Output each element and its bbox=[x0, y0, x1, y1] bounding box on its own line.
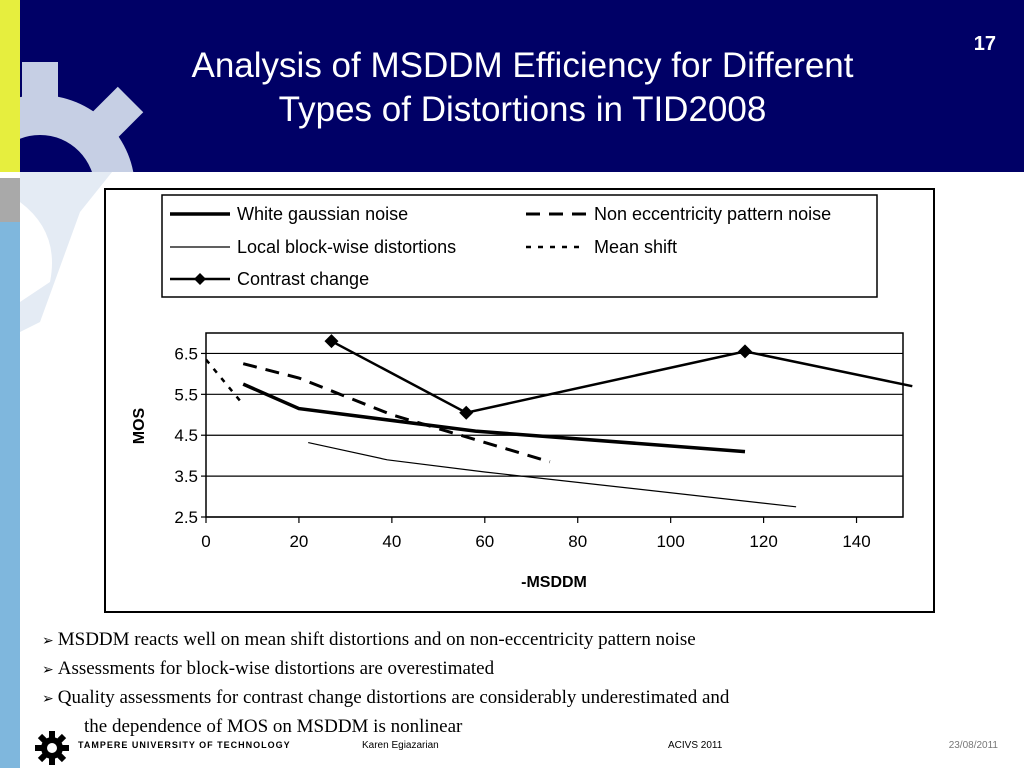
bullet-item: ➢ MSDDM reacts well on mean shift distort… bbox=[42, 626, 942, 655]
y-axis-title: MOS bbox=[131, 407, 148, 444]
footer-author: Karen Egiazarian bbox=[362, 740, 439, 751]
bullet-text: Quality assessments for contrast change … bbox=[57, 687, 730, 708]
bullet-item: ➢ Assessments for block-wise distortions … bbox=[42, 655, 942, 684]
footer-date: 23/08/2011 bbox=[948, 740, 998, 751]
plot-border bbox=[205, 332, 904, 518]
y-tick-label: 6.5 bbox=[174, 344, 198, 363]
legend-label: Local block-wise distortions bbox=[237, 237, 456, 257]
gear-watermark-icon bbox=[20, 62, 144, 172]
slide-title-line-2: Types of Distortions in TID2008 bbox=[278, 90, 767, 129]
accent-stripe-blue bbox=[0, 222, 20, 768]
accent-stripe-yellow bbox=[0, 0, 20, 172]
data-point-marker bbox=[738, 344, 753, 359]
page-number: 17 bbox=[973, 33, 996, 55]
x-tick-label: 100 bbox=[656, 532, 684, 551]
legend: White gaussian noise Non eccentricity pat… bbox=[170, 204, 831, 289]
footer-university: TAMPERE UNIVERSITY OF TECHNOLOGY bbox=[78, 740, 291, 750]
accent-stripe-gray bbox=[0, 178, 20, 222]
series-line bbox=[242, 382, 746, 454]
slide-header: Analysis of MSDDM Efficiency for Differe… bbox=[20, 0, 1024, 172]
legend-label: Non eccentricity pattern noise bbox=[594, 204, 831, 224]
legend-box bbox=[161, 194, 878, 298]
x-tick-label: 60 bbox=[475, 532, 494, 551]
series-line bbox=[330, 340, 913, 415]
footer-conference: ACIVS 2011 bbox=[668, 740, 723, 751]
x-tick-label: 120 bbox=[749, 532, 777, 551]
y-tick-label: 2.5 bbox=[174, 508, 198, 527]
series-line bbox=[242, 362, 551, 464]
legend-label: Contrast change bbox=[237, 269, 369, 289]
slide-title: Analysis of MSDDM Efficiency for Differe… bbox=[170, 44, 875, 132]
x-tick-label: 40 bbox=[382, 532, 401, 551]
x-tick-label: 0 bbox=[201, 532, 210, 551]
legend-label: Mean shift bbox=[594, 237, 677, 257]
series-line bbox=[206, 358, 245, 406]
arrow-bullet-icon: ➢ bbox=[42, 662, 54, 678]
university-gear-logo-icon bbox=[35, 731, 69, 765]
bullet-list: ➢ MSDDM reacts well on mean shift distort… bbox=[42, 626, 942, 741]
x-tick-label: 20 bbox=[289, 532, 308, 551]
chart-frame: White gaussian noise Non eccentricity pat… bbox=[104, 188, 935, 613]
legend-marker bbox=[194, 273, 206, 285]
x-axis-title: -MSDDM bbox=[521, 574, 587, 591]
y-tick-label: 3.5 bbox=[174, 467, 198, 486]
arrow-bullet-icon: ➢ bbox=[42, 633, 54, 649]
arrow-bullet-icon: ➢ bbox=[42, 691, 54, 707]
bullet-text-continuation: the dependence of MOS on MSDDM is nonlin… bbox=[84, 716, 463, 737]
data-point-marker bbox=[324, 334, 339, 349]
y-tick-label: 5.5 bbox=[174, 385, 198, 404]
series-line bbox=[308, 442, 797, 508]
gear-watermark-lower bbox=[20, 172, 140, 332]
bullet-text: MSDDM reacts well on mean shift distorti… bbox=[57, 629, 696, 650]
x-tick-label: 140 bbox=[842, 532, 870, 551]
mos-vs-msddm-chart: White gaussian noise Non eccentricity pat… bbox=[131, 194, 913, 591]
y-tick-label: 4.5 bbox=[174, 426, 198, 445]
bullet-item: ➢ Quality assessments for contrast change… bbox=[42, 684, 942, 713]
x-tick-label: 80 bbox=[568, 532, 587, 551]
legend-label: White gaussian noise bbox=[237, 204, 408, 224]
data-point-marker bbox=[459, 405, 474, 420]
plot-area: 2.5 3.5 4.5 5.5 6.5 0 20 40 60 80 100 120 140 bbox=[174, 332, 913, 551]
bullet-text: Assessments for block-wise distortions a… bbox=[57, 658, 495, 679]
slide-title-line-1: Analysis of MSDDM Efficiency for Differe… bbox=[191, 46, 854, 85]
